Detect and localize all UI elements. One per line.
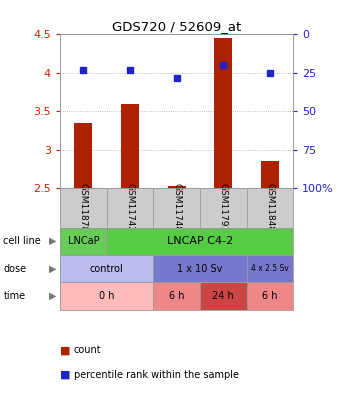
- Bar: [153, 255, 247, 282]
- Text: ■: ■: [60, 345, 71, 355]
- Text: ■: ■: [60, 370, 71, 379]
- Bar: [60, 282, 153, 310]
- Text: 0 h: 0 h: [99, 291, 115, 301]
- Bar: [153, 282, 200, 310]
- Text: 1 x 10 Sv: 1 x 10 Sv: [177, 264, 223, 274]
- Text: GSM11791: GSM11791: [219, 183, 228, 232]
- Bar: [60, 255, 153, 282]
- Text: time: time: [3, 291, 26, 301]
- Text: 24 h: 24 h: [212, 291, 234, 301]
- Text: 6 h: 6 h: [262, 291, 278, 301]
- Bar: [74, 123, 92, 188]
- Bar: [214, 38, 232, 188]
- Title: GDS720 / 52609_at: GDS720 / 52609_at: [112, 20, 241, 33]
- Text: LNCAP C4-2: LNCAP C4-2: [167, 236, 233, 246]
- Text: GSM11878: GSM11878: [79, 183, 88, 232]
- Text: percentile rank within the sample: percentile rank within the sample: [74, 370, 239, 379]
- Text: GSM11742: GSM11742: [126, 183, 134, 232]
- Text: control: control: [90, 264, 123, 274]
- Text: GSM11848: GSM11848: [265, 183, 274, 232]
- Bar: [200, 282, 247, 310]
- Bar: [107, 228, 293, 255]
- Text: 4 x 2.5 Sv: 4 x 2.5 Sv: [251, 264, 289, 273]
- Text: dose: dose: [3, 264, 26, 274]
- Text: ▶: ▶: [49, 291, 57, 301]
- Text: GSM11748: GSM11748: [172, 183, 181, 232]
- Text: ▶: ▶: [49, 264, 57, 274]
- Text: count: count: [74, 345, 102, 355]
- Text: cell line: cell line: [3, 236, 41, 246]
- Bar: [121, 104, 139, 188]
- Bar: [261, 161, 279, 188]
- Text: ▶: ▶: [49, 236, 57, 246]
- Text: 6 h: 6 h: [169, 291, 185, 301]
- Bar: [247, 282, 293, 310]
- Bar: [168, 186, 186, 188]
- Text: LNCaP: LNCaP: [68, 236, 99, 246]
- Bar: [60, 228, 107, 255]
- Bar: [247, 255, 293, 282]
